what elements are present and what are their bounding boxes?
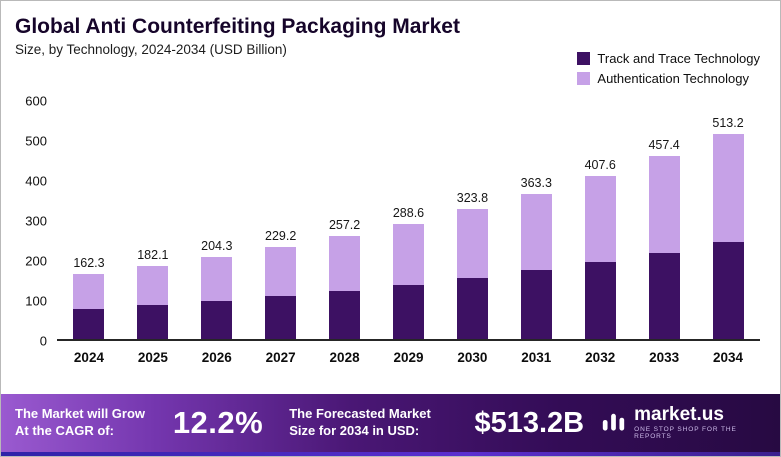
forecast-value: $513.2B xyxy=(474,406,585,439)
bottom-accent-strip xyxy=(1,452,780,456)
bar-2024-track-and-trace-segment xyxy=(73,309,105,339)
bar-total-label: 182.1 xyxy=(137,248,169,263)
bar-total-label: 204.3 xyxy=(201,239,233,254)
x-label-2024: 2024 xyxy=(73,350,104,365)
bar-2030-track-and-trace-segment xyxy=(456,278,488,339)
plot-area: 162.3 182.1 204.3 229.2 257.2 288.6 323.8 363.3… xyxy=(57,101,760,341)
bar-2028: 257.2 xyxy=(315,218,375,339)
legend-item-track-and-trace: Track and Trace Technology xyxy=(577,51,760,66)
bar-2031: 363.3 xyxy=(506,176,566,339)
legend-swatch-dark xyxy=(577,52,591,65)
x-label-2032: 2032 xyxy=(585,350,616,365)
x-label-2029: 2029 xyxy=(393,350,424,365)
bar-total-label: 288.6 xyxy=(392,205,425,220)
bar-2025-track-and-trace-segment xyxy=(137,305,169,339)
bar-2034-authentication-segment xyxy=(712,133,744,243)
x-label-2025: 2025 xyxy=(137,350,168,365)
legend: Track and Trace Technology Authenticatio… xyxy=(577,51,760,86)
bar-total-label: 323.8 xyxy=(456,191,489,206)
x-label-2033: 2033 xyxy=(649,350,680,365)
page-title: Global Anti Counterfeiting Packaging Mar… xyxy=(15,15,460,38)
bar-2028-track-and-trace-segment xyxy=(329,291,361,339)
marketus-logo-icon xyxy=(600,407,627,439)
bar-2033: 457.4 xyxy=(634,138,694,339)
chart-subtitle: Size, by Technology, 2024-2034 (USD Bill… xyxy=(15,42,287,57)
bar-total-label: 257.2 xyxy=(328,218,361,233)
y-tick-label: 300 xyxy=(25,213,47,229)
legend-label: Track and Trace Technology xyxy=(597,51,760,66)
bar-total-label: 457.4 xyxy=(648,138,680,153)
plot-wrap: 162.3 182.1 204.3 229.2 257.2 288.6 323.8 363.3… xyxy=(57,101,760,365)
bar-2032-authentication-segment xyxy=(584,175,616,262)
bar-total-label: 513.2 xyxy=(712,115,744,130)
x-label-2026: 2026 xyxy=(201,350,232,365)
bar-2028-authentication-segment xyxy=(329,236,361,291)
bar-total-label: 229.2 xyxy=(265,229,297,244)
brand-block: market.us ONE STOP SHOP FOR THE REPORTS xyxy=(600,405,766,441)
bar-2026: 204.3 xyxy=(187,239,247,339)
x-label-2030: 2030 xyxy=(457,350,488,365)
bar-2030: 323.8 xyxy=(442,191,502,339)
stacked-bar-chart: 0 100 200 300 400 500 600 162.3 182.1 204.3 229.2… xyxy=(15,94,764,365)
bar-2024-authentication-segment xyxy=(73,274,105,309)
brand-tagline: ONE STOP SHOP FOR THE REPORTS xyxy=(634,426,737,440)
bar-2025: 182.1 xyxy=(123,248,183,339)
y-tick-label: 0 xyxy=(39,333,47,349)
y-tick-label: 600 xyxy=(25,93,47,109)
bar-2025-authentication-segment xyxy=(137,266,169,305)
bar-2034-track-and-trace-segment xyxy=(712,242,744,339)
x-axis-labels: 2024 2025 2026 2027 2028 2029 2030 2031 2032 2033… xyxy=(57,350,760,365)
bar-total-label: 162.3 xyxy=(73,256,105,271)
bar-2033-authentication-segment xyxy=(648,156,680,253)
x-label-2031: 2031 xyxy=(521,350,552,365)
bar-2032-track-and-trace-segment xyxy=(584,261,616,339)
bar-2027-authentication-segment xyxy=(265,247,297,297)
bar-total-label: 363.3 xyxy=(520,175,552,190)
brand-name: market.us xyxy=(634,404,724,426)
legend-item-authentication: Authentication Technology xyxy=(577,71,760,86)
y-tick-label: 100 xyxy=(25,293,47,309)
bar-2031-track-and-trace-segment xyxy=(520,270,552,339)
x-label-2034: 2034 xyxy=(712,350,744,365)
bar-total-label: 407.6 xyxy=(584,157,616,172)
bar-2029-track-and-trace-segment xyxy=(392,285,424,339)
bottom-banner: The Market will Grow At the CAGR of: 12.… xyxy=(1,394,780,452)
bar-2031-authentication-segment xyxy=(520,193,552,271)
bar-2027-track-and-trace-segment xyxy=(265,296,297,339)
forecast-label: The Forecasted Market Size for 2034 in U… xyxy=(289,406,431,438)
bar-2027: 229.2 xyxy=(251,229,311,339)
x-label-2027: 2027 xyxy=(265,350,296,365)
bar-2029-authentication-segment xyxy=(392,223,424,285)
bar-2034: 513.2 xyxy=(698,116,758,339)
brand-text: market.us ONE STOP SHOP FOR THE REPORTS xyxy=(634,405,762,441)
cagr-value: 12.2% xyxy=(172,405,264,440)
bar-2032: 407.6 xyxy=(570,158,630,339)
cagr-label: The Market will Grow At the CAGR of: xyxy=(15,406,146,438)
y-tick-label: 500 xyxy=(25,133,47,149)
bar-2024: 162.3 xyxy=(59,256,119,339)
y-tick-label: 200 xyxy=(25,253,47,269)
bar-2026-track-and-trace-segment xyxy=(201,301,233,339)
legend-swatch-light xyxy=(577,72,591,85)
x-label-2028: 2028 xyxy=(329,350,360,365)
chart-card: Global Anti Counterfeiting Packaging Mar… xyxy=(1,1,780,394)
y-axis: 0 100 200 300 400 500 600 xyxy=(15,94,57,349)
bar-2026-authentication-segment xyxy=(201,257,233,301)
legend-label: Authentication Technology xyxy=(597,71,749,86)
bar-2033-track-and-trace-segment xyxy=(648,253,680,339)
y-tick-label: 400 xyxy=(25,173,47,189)
bar-2030-authentication-segment xyxy=(456,209,488,279)
bar-2029: 288.6 xyxy=(378,206,438,339)
